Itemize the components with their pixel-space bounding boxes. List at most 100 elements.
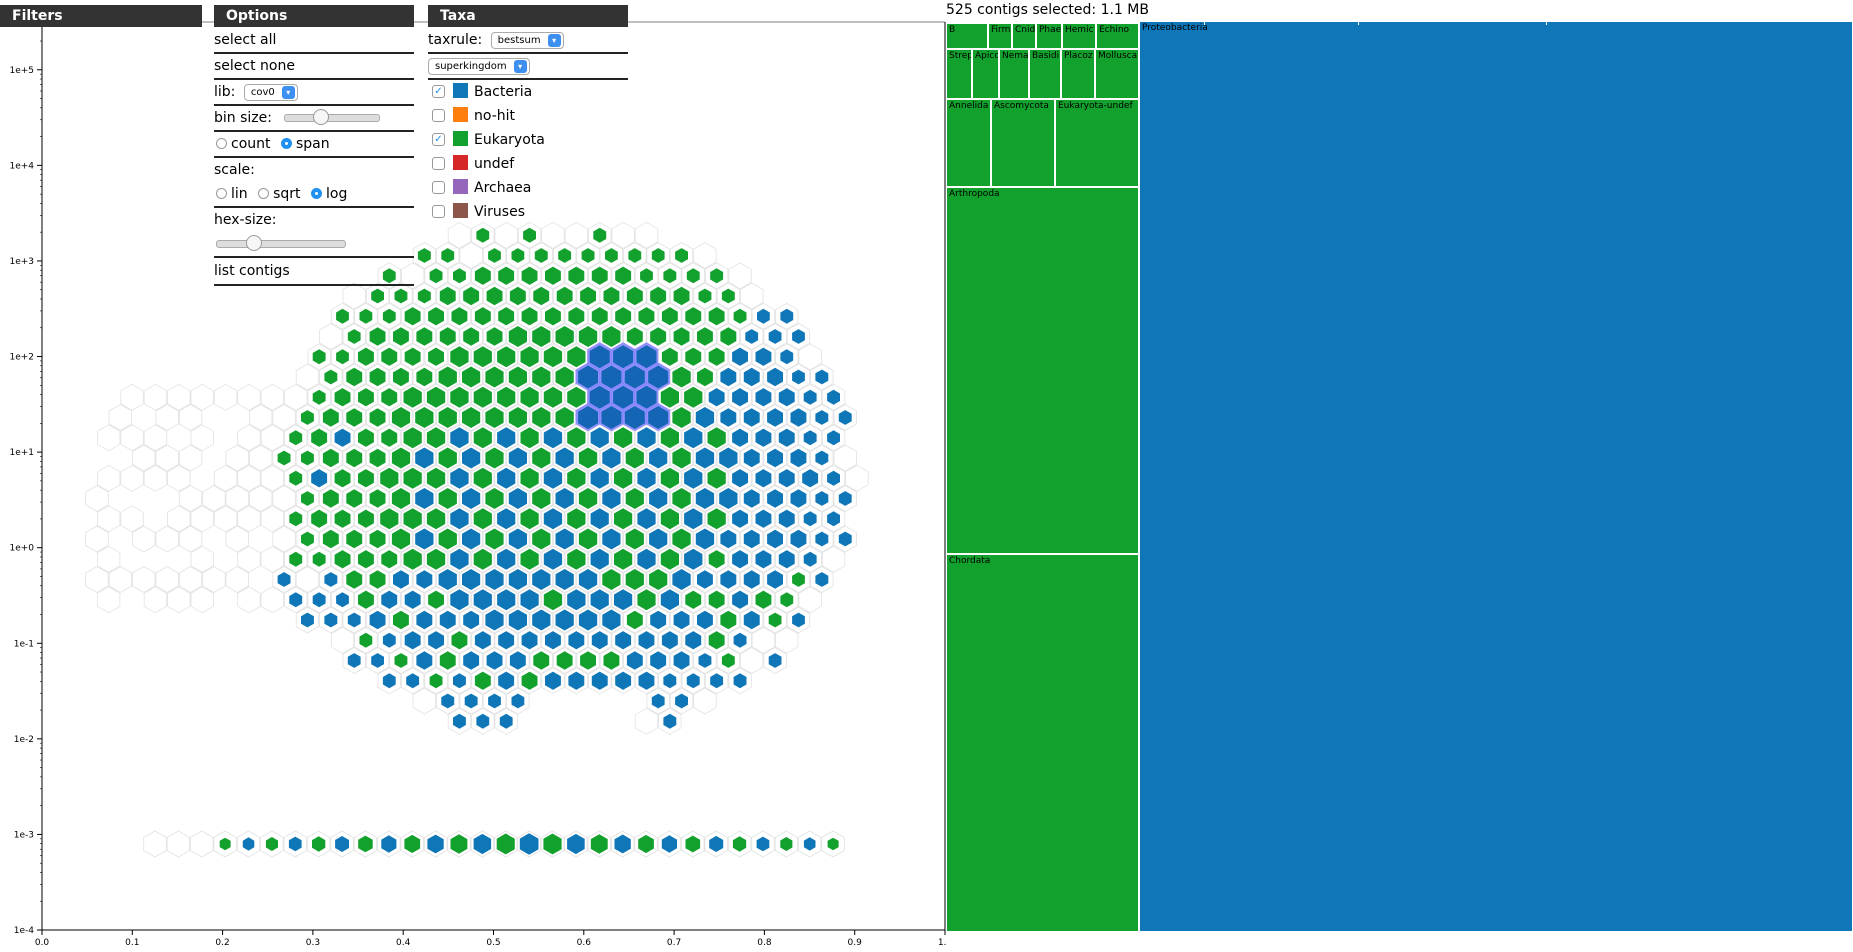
span-radio[interactable] bbox=[280, 137, 292, 149]
treemap-cell[interactable]: Placoz bbox=[1061, 49, 1095, 99]
hex-bin bbox=[260, 383, 285, 411]
hex-mark bbox=[708, 307, 725, 326]
scale-sqrt-radio[interactable] bbox=[258, 187, 270, 199]
hex-mark bbox=[359, 308, 373, 324]
treemap-cell[interactable]: Phae bbox=[1036, 23, 1062, 49]
select-all-button[interactable]: select all bbox=[214, 32, 277, 48]
hex-mark bbox=[416, 327, 433, 346]
hex-mark bbox=[555, 366, 574, 388]
hex-mark bbox=[473, 386, 492, 408]
treemap-cell[interactable]: Annelida bbox=[946, 99, 991, 187]
hex-mark bbox=[404, 834, 421, 853]
taxon-checkbox[interactable] bbox=[432, 156, 445, 170]
taxon-row-no-hit[interactable]: no-hit bbox=[428, 104, 515, 128]
treemap-cell[interactable]: Cnid bbox=[1012, 23, 1036, 49]
hex-mark bbox=[720, 570, 737, 589]
hex-mark bbox=[485, 569, 504, 590]
taxon-checkbox[interactable]: ✓ bbox=[432, 132, 445, 146]
hex-mark bbox=[486, 286, 503, 306]
hex-mark bbox=[406, 673, 420, 689]
hex-bin bbox=[178, 485, 203, 512]
treemap-cell[interactable]: Arthropoda bbox=[946, 187, 1139, 554]
treemap-cell[interactable]: Firm bbox=[988, 23, 1012, 49]
count-radio[interactable] bbox=[216, 137, 227, 149]
hex-mark bbox=[719, 488, 738, 509]
hex-mark bbox=[838, 410, 852, 425]
scale-lin-radio[interactable] bbox=[216, 187, 227, 199]
hex-mark bbox=[533, 286, 550, 306]
taxon-row-archaea[interactable]: Archaea bbox=[428, 176, 531, 200]
taxrule-select[interactable]: bestsum ▾ bbox=[490, 31, 564, 49]
hex-mark bbox=[660, 467, 679, 489]
hexbin-plot[interactable]: 1e-4 1e-3 1e-2 1e-1 1e+0 1e+1 1e+2 1e+3 1e+4 1e+5… bbox=[0, 0, 946, 952]
hex-mark bbox=[462, 569, 481, 590]
hex-bin bbox=[166, 830, 191, 858]
slider-thumb[interactable] bbox=[313, 109, 330, 125]
treemap-cell[interactable]: Nema bbox=[999, 49, 1029, 99]
hex-mark bbox=[590, 467, 609, 489]
hex-mark bbox=[322, 408, 339, 427]
treemap-cell[interactable]: Strep bbox=[946, 49, 972, 99]
hex-mark bbox=[450, 508, 469, 530]
hex-mark bbox=[428, 590, 444, 609]
treemap-cell[interactable]: Proteobacteria bbox=[1139, 21, 1853, 932]
treemap-cell[interactable]: B bbox=[946, 23, 988, 49]
hex-mark bbox=[660, 589, 679, 611]
hex-size-slider[interactable] bbox=[216, 235, 346, 251]
taxon-checkbox[interactable] bbox=[432, 108, 445, 122]
taxon-checkbox[interactable] bbox=[432, 204, 445, 218]
select-none-button[interactable]: select none bbox=[214, 58, 295, 74]
taxon-checkbox[interactable]: ✓ bbox=[432, 84, 445, 98]
hex-bin bbox=[85, 566, 109, 593]
hex-mark bbox=[543, 548, 563, 570]
treemap-cell[interactable]: Ascomycota bbox=[991, 99, 1055, 187]
taxon-row-undef[interactable]: undef bbox=[428, 152, 514, 176]
hex-mark bbox=[720, 610, 737, 630]
hex-mark bbox=[369, 327, 386, 346]
treemap-cell[interactable]: Mollusca bbox=[1095, 49, 1139, 99]
hex-mark bbox=[312, 592, 326, 608]
hex-mark bbox=[792, 572, 805, 587]
hex-mark bbox=[661, 307, 678, 326]
hex-mark bbox=[555, 447, 574, 469]
list-contigs-button[interactable]: list contigs bbox=[214, 263, 290, 279]
options-panel-header[interactable]: Options bbox=[214, 5, 414, 27]
hex-mark bbox=[403, 467, 422, 489]
treemap-cell[interactable]: Echino bbox=[1096, 23, 1139, 49]
treemap-cell[interactable]: Eukaryota-undef bbox=[1055, 99, 1139, 187]
hex-mark bbox=[686, 673, 700, 689]
hex-mark bbox=[625, 569, 644, 590]
taxon-checkbox[interactable] bbox=[432, 180, 445, 194]
hex-mark bbox=[532, 407, 551, 428]
taxon-row-eukaryota[interactable]: ✓ Eukaryota bbox=[428, 128, 545, 152]
treemap-cell[interactable]: Basidi bbox=[1029, 49, 1061, 99]
treemap-cell[interactable]: Hemic bbox=[1062, 23, 1096, 49]
lib-select[interactable]: cov0 ▾ bbox=[243, 83, 298, 101]
hex-bin bbox=[295, 363, 320, 391]
hex-bin bbox=[412, 687, 437, 715]
taxon-row-viruses[interactable]: Viruses bbox=[428, 200, 525, 224]
hex-bin bbox=[178, 404, 203, 431]
treemap-cell[interactable]: Apico bbox=[972, 49, 999, 99]
hex-mark bbox=[803, 511, 817, 527]
hex-mark bbox=[755, 590, 772, 609]
taxa-panel-header[interactable]: Taxa bbox=[428, 5, 628, 27]
hex-mark bbox=[463, 610, 480, 630]
scale-log-radio[interactable] bbox=[311, 187, 322, 199]
slider-thumb[interactable] bbox=[245, 235, 262, 251]
taxon-row-bacteria[interactable]: ✓ Bacteria bbox=[428, 80, 532, 104]
bin-size-slider[interactable] bbox=[284, 109, 381, 125]
hex-bin bbox=[190, 545, 214, 573]
filters-panel-header[interactable]: Filters bbox=[0, 5, 202, 27]
hex-mark bbox=[686, 268, 700, 284]
hex-mark bbox=[614, 508, 633, 530]
treemap-cell[interactable]: Chordata bbox=[946, 554, 1139, 932]
hex-mark bbox=[439, 286, 456, 306]
treemap-cell-label: Ascomycota bbox=[994, 101, 1049, 111]
hex-mark bbox=[438, 447, 457, 469]
hex-bin bbox=[693, 242, 717, 269]
rank-select[interactable]: superkingdom ▾ bbox=[428, 57, 530, 75]
hex-bin bbox=[190, 424, 214, 452]
hex-mark bbox=[651, 248, 665, 263]
taxonomy-treemap[interactable]: Proteobacteria Chordata Arthropoda Annelida… bbox=[946, 21, 1853, 932]
